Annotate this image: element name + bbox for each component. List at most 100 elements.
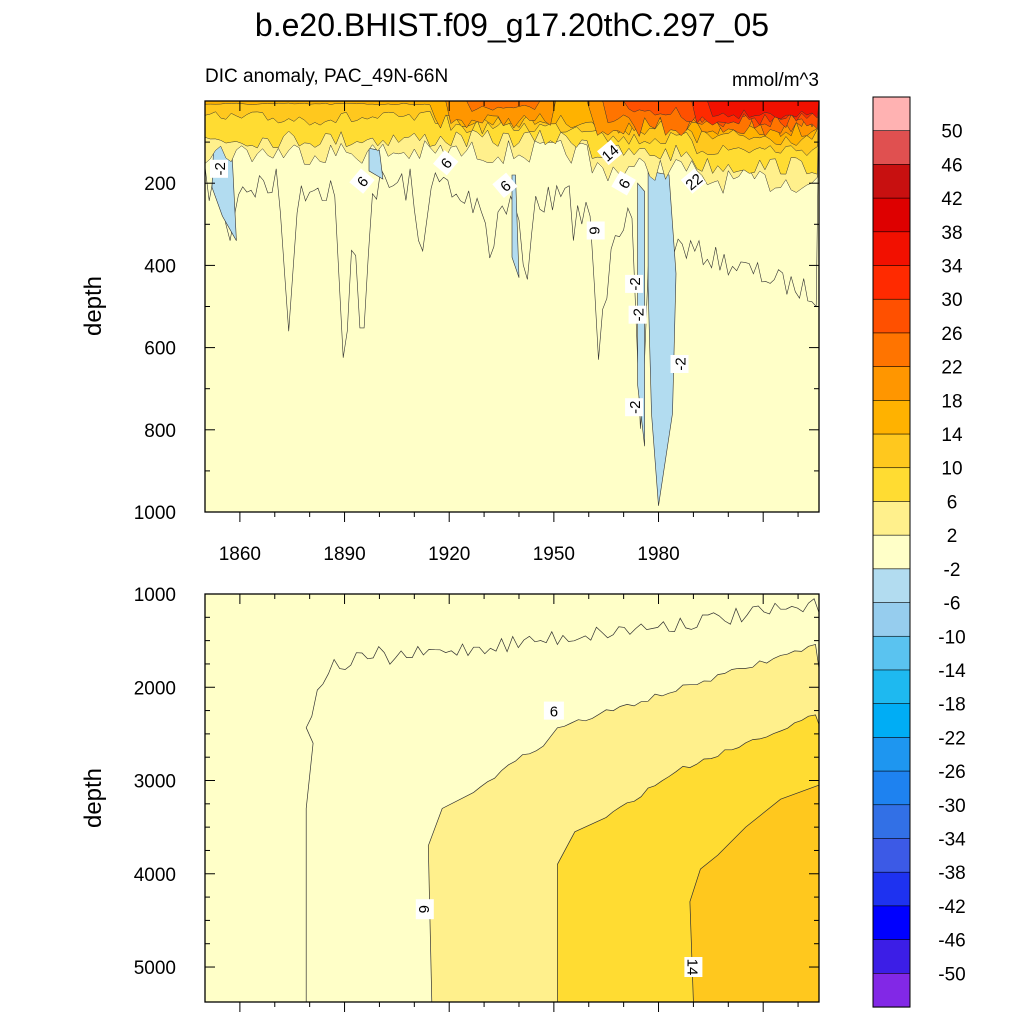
bottom-panel: 1000 2000 3000 4000 5000 depth 6 6 14 <box>80 585 820 1012</box>
colorbar-swatch <box>872 467 911 503</box>
contour-label-text: -2 <box>631 308 648 321</box>
contour-label: 6 <box>349 168 375 194</box>
colorbar-label: -42 <box>938 897 965 918</box>
colorbar-label: 26 <box>941 324 962 345</box>
contour-label: -2 <box>670 355 690 373</box>
contour-label: 6 <box>611 170 636 196</box>
contour-label: -2 <box>210 159 229 178</box>
contour-label-bg <box>625 398 644 417</box>
colorbar-swatch <box>872 838 911 873</box>
colorbar-swatch <box>872 804 911 840</box>
colorbar-swatch <box>872 197 911 233</box>
y-tick-label: 600 <box>144 339 176 360</box>
y-tick-label: 4000 <box>134 865 176 886</box>
colorbar-swatch <box>872 332 911 368</box>
y-tick-label: 800 <box>144 421 176 442</box>
negative-region <box>368 147 384 180</box>
colorbar-label: 46 <box>941 155 962 176</box>
contour-label-text: 6 <box>415 905 432 913</box>
contour-label-text: -2 <box>673 357 690 370</box>
y-tick-label: 3000 <box>134 772 176 793</box>
colorbar-swatch <box>872 164 911 199</box>
units-label: mmol/m^3 <box>732 70 819 91</box>
top-contour-labels: -2 6 6 6 14 6 6 22 -2 -2 -2 -2 <box>210 139 707 417</box>
contour-label-text: 6 <box>550 704 558 721</box>
x-tick-label: 1920 <box>428 544 470 565</box>
contour-label: 14 <box>597 139 623 166</box>
x-tick-label: 1950 <box>533 544 575 565</box>
colorbar-label: -26 <box>938 762 965 783</box>
colorbar-label: 42 <box>941 189 962 210</box>
top-y-axis-ticks: 200 400 600 800 1000 <box>134 141 819 524</box>
colorbar-swatch <box>872 669 911 705</box>
contour-label-bg <box>597 139 623 166</box>
top-panel: DIC anomaly, PAC_49N-66N mmol/m^3 1860 18… <box>80 66 820 565</box>
bottom-plot-frame <box>204 593 820 1003</box>
colorbar-swatch <box>872 602 911 637</box>
x-axis-tick-labels: 1860 1890 1920 1950 1980 <box>219 544 680 565</box>
top-surface-warm-bands <box>205 101 819 195</box>
contour-label: 6 <box>586 221 605 240</box>
colorbar-frame <box>872 96 911 1008</box>
contour-label-bg <box>628 305 647 324</box>
contour-label-bg <box>670 355 689 373</box>
colorbar-swatch <box>872 400 911 435</box>
colorbar-swatch <box>872 534 911 570</box>
y-tick-label: 200 <box>144 174 176 195</box>
colorbar: 50 46 42 38 34 30 26 22 18 14 10 6 2 -2 -6 -10 -14 -18 -22… <box>872 96 966 1008</box>
y-tick-label: 400 <box>144 256 176 277</box>
colorbar-label: 18 <box>941 391 962 412</box>
contour-label: 6 <box>415 899 434 920</box>
colorbar-label: 10 <box>941 459 962 480</box>
colorbar-swatch <box>872 265 911 300</box>
colorbar-label: -34 <box>938 830 966 851</box>
contour-label-bg <box>415 899 434 920</box>
contour-label-bg <box>625 274 644 293</box>
colorbar-label: 14 <box>941 425 963 446</box>
contour-label-bg <box>586 221 605 240</box>
colorbar-label: 2 <box>947 526 958 547</box>
colorbar-label: -30 <box>938 796 965 817</box>
x-tick-label: 1980 <box>637 544 679 565</box>
colorbar-label: 50 <box>941 122 962 143</box>
colorbar-swatch <box>872 871 911 907</box>
surface-band <box>205 101 819 130</box>
figure-title: b.e20.BHIST.f09_g17.20thC.297_05 <box>255 7 769 43</box>
contour-label-bg <box>611 170 636 196</box>
colorbar-label: 22 <box>941 358 962 379</box>
colorbar-label: -10 <box>938 627 965 648</box>
contour-label: 6 <box>543 701 564 721</box>
colorbar-label: -6 <box>944 594 961 615</box>
negative-region <box>647 170 677 506</box>
contour-label: 6 <box>492 172 518 198</box>
colorbar-swatch <box>872 366 911 401</box>
bottom-y-axis-label: depth <box>80 768 107 828</box>
bottom-x-axis-ticks <box>239 594 799 1012</box>
contour-label-bg <box>210 159 228 178</box>
y-tick-label: 2000 <box>134 678 176 699</box>
colorbar-swatch <box>872 96 911 132</box>
negative-region <box>511 174 520 278</box>
x-tick-label: 1890 <box>323 544 365 565</box>
contour-label-text: 6 <box>586 226 603 234</box>
top-y-axis-label: depth <box>80 276 107 336</box>
colorbar-swatch <box>872 433 911 469</box>
colorbar-label: 6 <box>947 492 958 513</box>
colorbar-label: 38 <box>941 223 962 244</box>
contour-label: 6 <box>433 150 459 176</box>
y-tick-label: 1000 <box>134 503 176 524</box>
contour-label-bg <box>543 701 564 720</box>
colorbar-label: -38 <box>938 863 965 884</box>
colorbar-swatch <box>872 905 911 941</box>
contour-label-bg <box>680 168 707 194</box>
colorbar-label: 34 <box>941 257 963 278</box>
y-tick-label: 1000 <box>134 585 176 606</box>
contour-label: -2 <box>625 398 644 417</box>
colorbar-swatch <box>872 231 911 267</box>
colorbar-label: -18 <box>938 695 965 716</box>
bottom-contour-bands <box>305 598 819 1002</box>
x-tick-label: 1860 <box>219 544 261 565</box>
bottom-contour-labels: 6 6 14 <box>415 701 703 977</box>
contour-label: 14 <box>683 957 703 977</box>
